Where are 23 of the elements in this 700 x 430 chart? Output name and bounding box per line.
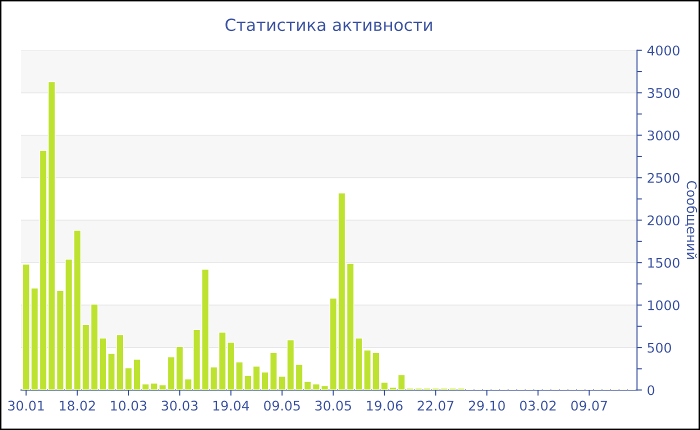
- x-tick-label: 19.06: [367, 400, 403, 411]
- y-tick-label: 3000: [648, 130, 680, 140]
- y-tick-label: 1500: [648, 258, 680, 268]
- x-tick-label: 22.07: [418, 400, 454, 411]
- x-tick-label: 30.03: [162, 400, 198, 411]
- y-tick-label: 2500: [648, 172, 680, 183]
- x-tick-label: 09.05: [264, 400, 300, 411]
- y-tick-label: 1000: [648, 300, 680, 310]
- y-tick-label: 500: [648, 342, 672, 353]
- x-tick-label: 10.03: [111, 400, 146, 411]
- y-tick-label: 4000: [647, 46, 680, 56]
- y-tick-label: 3500: [648, 88, 680, 98]
- x-tick-label: 30.01: [8, 400, 44, 411]
- x-tick-label: 18.02: [60, 400, 95, 411]
- x-tick-label: 03.02: [520, 400, 556, 411]
- x-tick-label: 30.05: [315, 400, 351, 411]
- x-tick-label: 09.07: [571, 400, 607, 411]
- y-tick-label: 0: [648, 385, 654, 396]
- y-axis-title: Сообщений: [685, 180, 698, 259]
- x-tick-label: 19.04: [213, 400, 250, 411]
- x-tick-label: 29.10: [468, 400, 505, 411]
- chart-title: Статистика активности: [226, 18, 432, 32]
- y-tick-label: 2000: [648, 215, 680, 226]
